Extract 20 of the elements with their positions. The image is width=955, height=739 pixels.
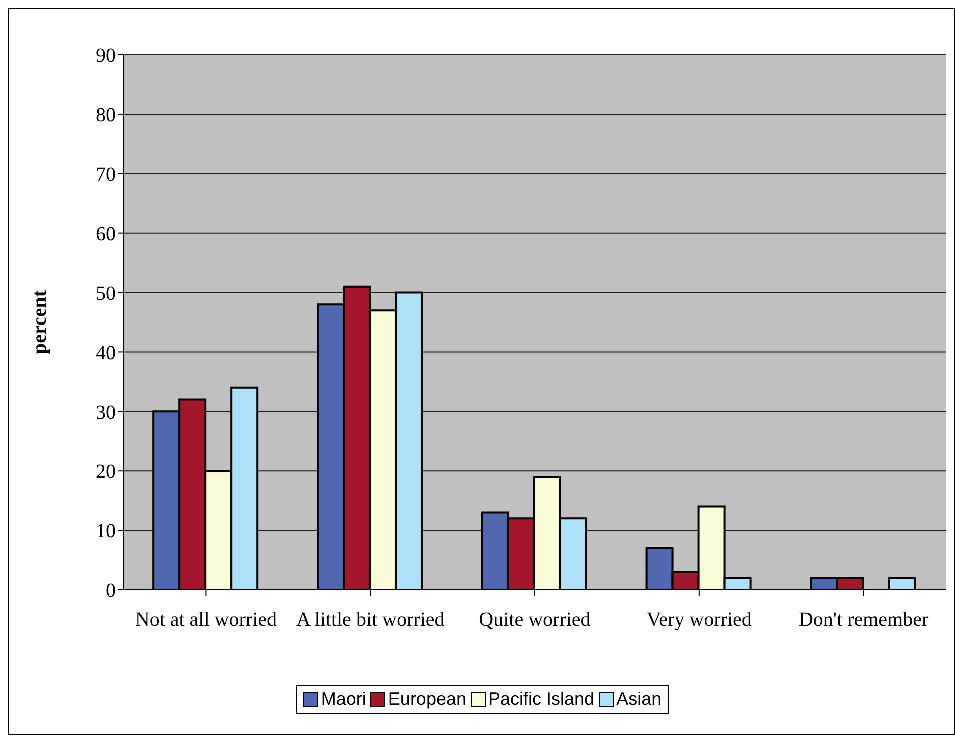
y-tick-label: 30 — [96, 402, 116, 424]
x-tick-label: A little bit worried — [296, 609, 445, 632]
y-tick-label: 60 — [96, 223, 116, 246]
y-tick-label: 70 — [96, 164, 116, 186]
y-axis-title: percent — [29, 290, 52, 355]
legend-label: Maori — [321, 689, 366, 710]
x-tick-label: Not at all worried — [135, 609, 278, 632]
x-tick-label: Don't remember — [798, 609, 929, 632]
y-tick-label: 50 — [96, 282, 116, 305]
x-tick-label: Very worried — [646, 609, 752, 632]
legend-label: Asian — [616, 689, 662, 710]
y-tick-label: 10 — [96, 520, 116, 543]
y-tick-label: 0 — [106, 580, 116, 602]
y-tick-label: 90 — [96, 45, 116, 68]
x-tick-label: Quite worried — [479, 609, 591, 632]
y-tick-label: 80 — [96, 104, 116, 127]
y-tick-label: 20 — [96, 461, 116, 484]
y-tick-label: 40 — [96, 342, 116, 364]
legend-label: Pacific Island — [488, 689, 595, 710]
legend-label: European — [388, 689, 466, 710]
